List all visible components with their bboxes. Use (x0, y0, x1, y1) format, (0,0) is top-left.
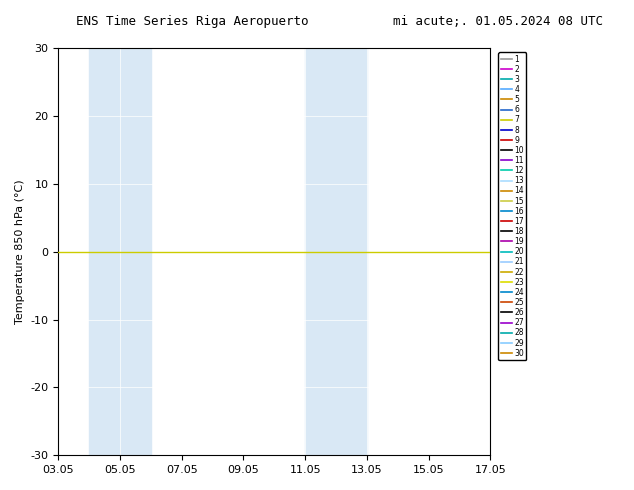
Y-axis label: Temperature 850 hPa (°C): Temperature 850 hPa (°C) (15, 179, 25, 324)
Bar (305, 49, 367, 455)
Text: ENS Time Series Riga Aeropuerto: ENS Time Series Riga Aeropuerto (76, 15, 309, 28)
Legend: 1, 2, 3, 4, 5, 6, 7, 8, 9, 10, 11, 12, 13, 14, 15, 16, 17, 18, 19, 20, 21, 22, 2: 1, 2, 3, 4, 5, 6, 7, 8, 9, 10, 11, 12, 1… (498, 52, 526, 360)
Text: mi acute;. 01.05.2024 08 UTC: mi acute;. 01.05.2024 08 UTC (393, 15, 603, 28)
Bar (89, 49, 151, 455)
